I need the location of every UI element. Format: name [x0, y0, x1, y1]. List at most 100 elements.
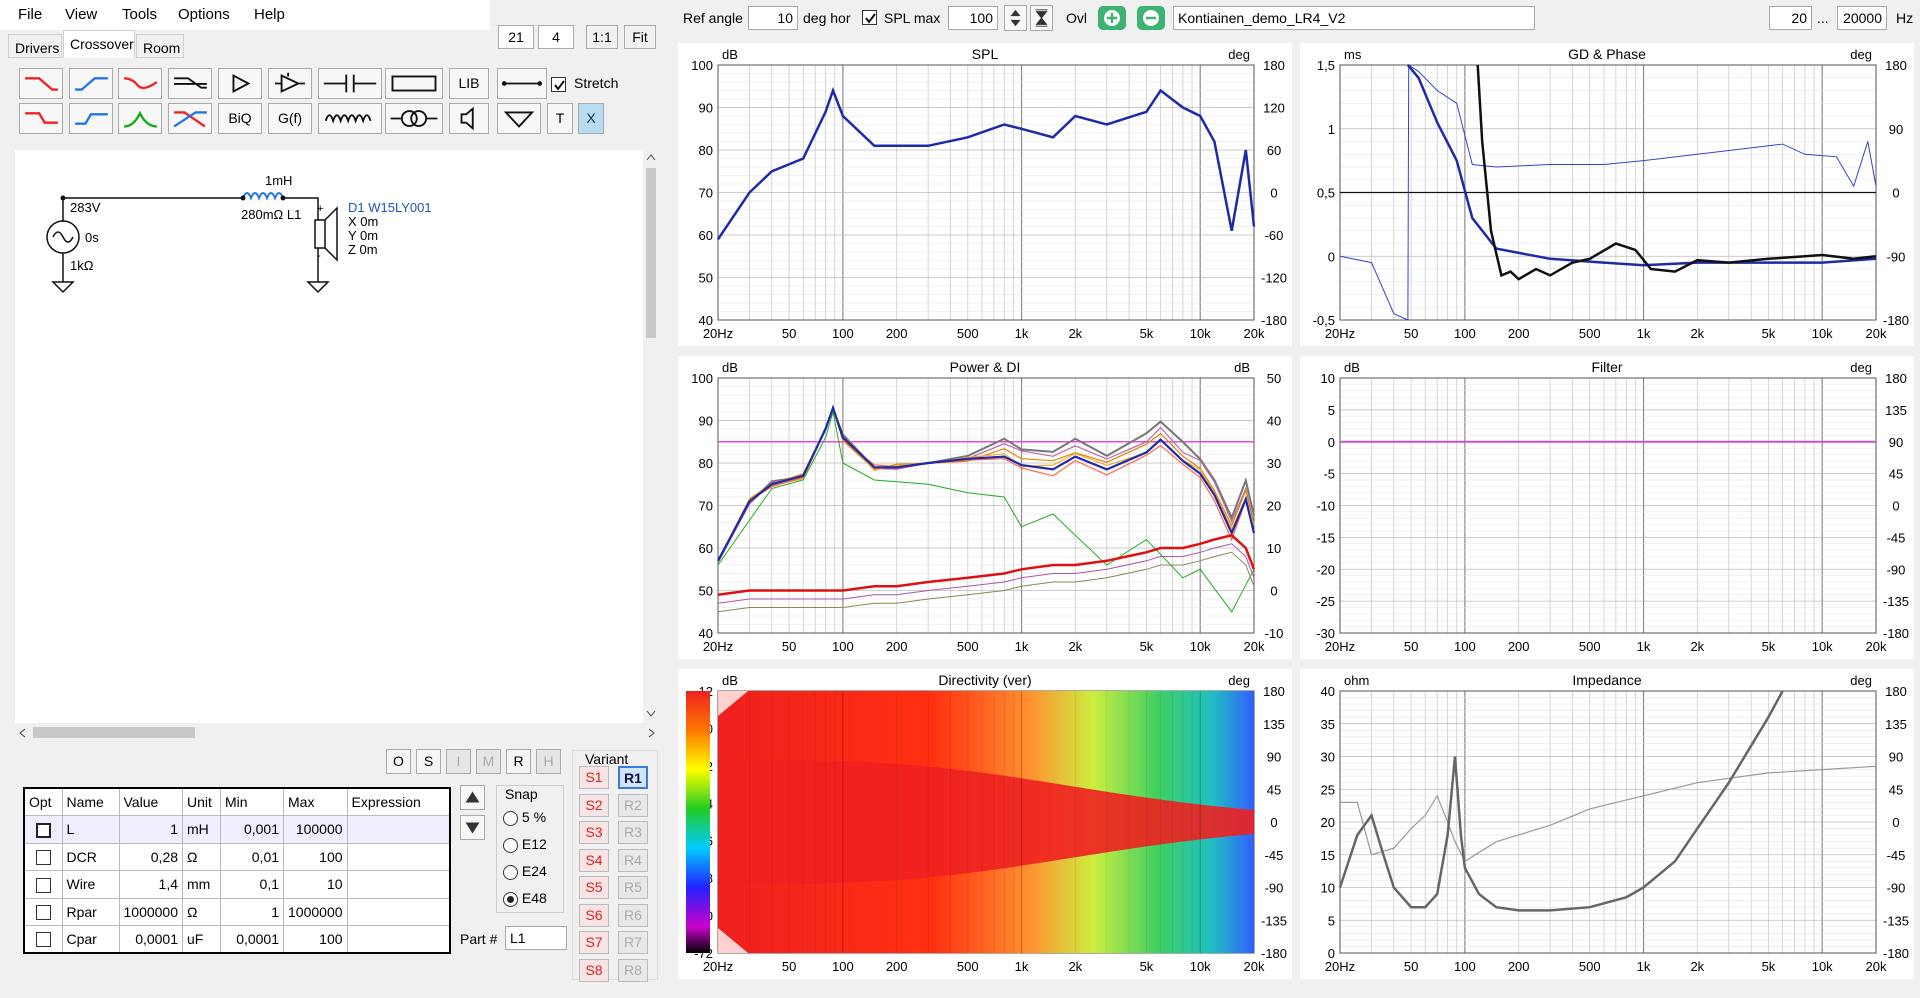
zoom-a-field[interactable]: 21 [498, 25, 534, 49]
snap-5pct-radio[interactable]: 5 % [503, 809, 546, 826]
spl-spinner-icon[interactable] [1004, 5, 1027, 31]
add-overlay-icon[interactable] [1098, 6, 1126, 30]
cell-max[interactable]: 100000 [283, 815, 348, 844]
cell-expression[interactable] [346, 870, 451, 899]
cell-min[interactable]: 0,1 [220, 870, 285, 899]
h-button[interactable]: H [536, 749, 561, 774]
stretch-checkbox[interactable] [551, 77, 566, 92]
lowpass-red-2-icon[interactable] [19, 103, 63, 134]
remove-overlay-icon[interactable] [1137, 6, 1165, 30]
snap-e12-radio[interactable]: E12 [503, 836, 547, 853]
bandstop-red-icon[interactable] [118, 68, 162, 99]
tab-drivers[interactable]: Drivers [8, 34, 62, 58]
schematic-canvas[interactable]: 283V 0s 1kΩ 1mH 280mΩ L1 D1 W15LY001 X 0… [15, 150, 643, 723]
crossover-pair-icon[interactable] [168, 103, 212, 134]
capacitor-icon[interactable] [318, 68, 382, 99]
gd-phase-chart[interactable]: GD & Phase ms deg 1,5 1 0,5 0 -0,5 180 90 0 -90 -180… [1300, 43, 1914, 346]
variant-s1-button[interactable]: S1 [579, 766, 609, 789]
table-row[interactable]: Wire 1,4 mm 0,1 10 [23, 870, 451, 899]
cell-expression[interactable] [346, 897, 451, 926]
opt-checkbox[interactable] [35, 822, 51, 838]
cell-value[interactable]: 1 [118, 815, 184, 844]
cell-min[interactable]: 0,01 [220, 842, 285, 871]
table-row[interactable]: Cpar 0,0001 uF 0,0001 100 [23, 925, 451, 954]
cell-min[interactable]: 0,001 [220, 815, 285, 844]
lib-button[interactable]: LIB [449, 68, 489, 99]
cell-name[interactable]: Wire [61, 870, 120, 899]
cell-max[interactable]: 1000000 [283, 897, 348, 926]
schematic-hscroll[interactable] [15, 723, 659, 742]
m-button[interactable]: M [476, 749, 501, 774]
cell-value[interactable]: 1000000 [118, 897, 184, 926]
variant-r4-button[interactable]: R4 [618, 848, 648, 872]
menu-tools[interactable]: Tools [122, 6, 158, 23]
opt-checkbox[interactable] [35, 905, 51, 921]
highpass-blue-2-icon[interactable] [69, 103, 113, 134]
t-button[interactable]: T [547, 103, 573, 134]
cell-name[interactable]: L [61, 815, 120, 844]
freq-max-field[interactable]: 20000 [1837, 6, 1887, 30]
opamp-icon[interactable] [268, 68, 312, 99]
cell-max[interactable]: 10 [283, 870, 348, 899]
cell-name[interactable]: DCR [61, 842, 120, 871]
variant-r8-button[interactable]: R8 [618, 958, 648, 982]
bandpass-green-icon[interactable] [118, 103, 162, 134]
cell-expression[interactable] [346, 815, 451, 844]
r-button[interactable]: R [506, 749, 531, 774]
allpass-icon[interactable] [168, 68, 212, 99]
cell-value[interactable]: 1,4 [118, 870, 184, 899]
spl-reset-icon[interactable] [1030, 5, 1053, 31]
speaker-icon[interactable] [449, 103, 489, 134]
biquad-button[interactable]: BiQ [218, 103, 262, 134]
table-row[interactable]: DCR 0,28 Ω 0,01 100 [23, 842, 451, 871]
zoom-fit-button[interactable]: Fit [624, 25, 656, 49]
transformer-icon[interactable] [385, 103, 443, 134]
resistor-icon[interactable] [385, 68, 443, 99]
table-row[interactable]: L 1 mH 0,001 100000 [23, 815, 451, 844]
tab-crossover[interactable]: Crossover [63, 30, 135, 58]
opt-checkbox[interactable] [35, 932, 51, 948]
variant-r5-button[interactable]: R5 [618, 876, 648, 899]
tab-room[interactable]: Room [136, 34, 184, 58]
freq-min-field[interactable]: 20 [1769, 6, 1812, 30]
ref-angle-field[interactable]: 10 [748, 6, 798, 30]
buffer-icon[interactable] [218, 68, 262, 99]
opt-checkbox[interactable] [35, 850, 51, 866]
variant-s4-button[interactable]: S4 [579, 848, 609, 872]
hscroll-thumb[interactable] [33, 727, 195, 738]
cell-expression[interactable] [346, 925, 451, 954]
menu-help[interactable]: Help [254, 6, 285, 23]
directivity-chart[interactable]: Directivity (ver)dBdeg120-12-24-36-48-60… [678, 669, 1292, 979]
schematic-vscroll[interactable] [643, 150, 659, 723]
part-field[interactable]: L1 [505, 926, 567, 950]
variant-r2-button[interactable]: R2 [618, 793, 648, 817]
variant-s5-button[interactable]: S5 [579, 876, 609, 899]
menu-file[interactable]: File [18, 6, 43, 23]
table-row[interactable]: Rpar 1000000 Ω 1 1000000 [23, 897, 451, 926]
menu-view[interactable]: View [65, 6, 98, 23]
ground-icon[interactable] [497, 103, 541, 134]
cell-value[interactable]: 0,28 [118, 842, 184, 871]
snap-e24-radio[interactable]: E24 [503, 863, 547, 880]
impedance-chart[interactable]: Impedance ohm deg 40 35 30 25 20 15 10 5 0 180 135 90 4… [1300, 669, 1914, 979]
snap-e48-radio[interactable]: E48 [503, 890, 547, 907]
variant-r7-button[interactable]: R7 [618, 931, 648, 954]
power-di-chart[interactable]: Power & DI dB dB 100 90 80 70 60 50 40 50 40 30 20 10 0… [678, 356, 1292, 659]
i-button[interactable]: I [446, 749, 471, 774]
spl-max-checkbox[interactable] [862, 10, 877, 25]
variant-r1-button[interactable]: R1 [618, 766, 648, 789]
gf-button[interactable]: G(f) [268, 103, 312, 134]
menu-options[interactable]: Options [178, 6, 230, 23]
zoom-b-field[interactable]: 4 [538, 25, 574, 49]
variant-r6-button[interactable]: R6 [618, 903, 648, 927]
variant-s8-button[interactable]: S8 [579, 958, 609, 982]
move-down-icon[interactable] [460, 815, 485, 840]
cell-value[interactable]: 0,0001 [118, 925, 184, 954]
variant-s7-button[interactable]: S7 [579, 931, 609, 954]
filter-chart[interactable]: Filter dB deg 10 5 0 -5 -10 -15 -20 -25 -30 180 135 90… [1300, 356, 1914, 659]
lowpass-red-icon[interactable] [19, 68, 63, 99]
variant-s6-button[interactable]: S6 [579, 903, 609, 927]
cell-min[interactable]: 0,0001 [220, 925, 285, 954]
cell-name[interactable]: Cpar [61, 925, 120, 954]
zoom-1to1-button[interactable]: 1:1 [586, 25, 618, 49]
